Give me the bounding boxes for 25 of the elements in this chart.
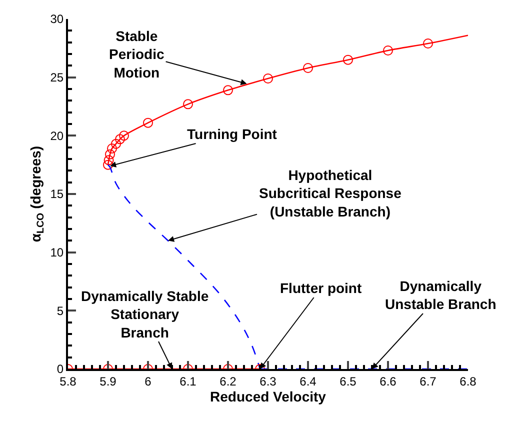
annotation: Dynamically Unstable Branch xyxy=(385,278,496,312)
x-tick-label: 6.5 xyxy=(340,374,357,388)
x-tick-label: 6.3 xyxy=(260,374,277,388)
x-tick-label: 6 xyxy=(144,374,152,388)
y-tick-label: 0 xyxy=(56,362,64,376)
x-tick-label: 5.9 xyxy=(100,374,117,388)
annotation: Stable Periodic Motion xyxy=(109,28,164,80)
y-tick-label: 5 xyxy=(56,304,64,318)
x-tick-label: 6.8 xyxy=(460,374,477,388)
annotation: Hypothetical Subcritical Response (Unstable Branch) xyxy=(259,167,402,220)
y-tick-label: 10 xyxy=(50,246,64,260)
x-tick-label: 5.8 xyxy=(60,374,77,388)
annotation: Dynamically Stable Stationary Branch xyxy=(81,288,209,340)
y-tick-label: 15 xyxy=(50,187,64,202)
x-tick-label: 6.2 xyxy=(220,374,237,388)
x-tick-label: 6.1 xyxy=(180,374,197,388)
annotation: Flutter point xyxy=(280,280,362,296)
x-tick-label: 6.6 xyxy=(380,374,397,388)
x-tick-label: 6.4 xyxy=(300,374,317,388)
y-tick-label: 30 xyxy=(50,12,64,26)
x-axis-title: Reduced Velocity xyxy=(210,388,326,404)
annotation: Turning Point xyxy=(187,126,278,142)
y-tick-label: 25 xyxy=(50,70,64,85)
x-tick-label: 6.7 xyxy=(420,374,437,388)
y-tick-label: 20 xyxy=(50,128,64,143)
